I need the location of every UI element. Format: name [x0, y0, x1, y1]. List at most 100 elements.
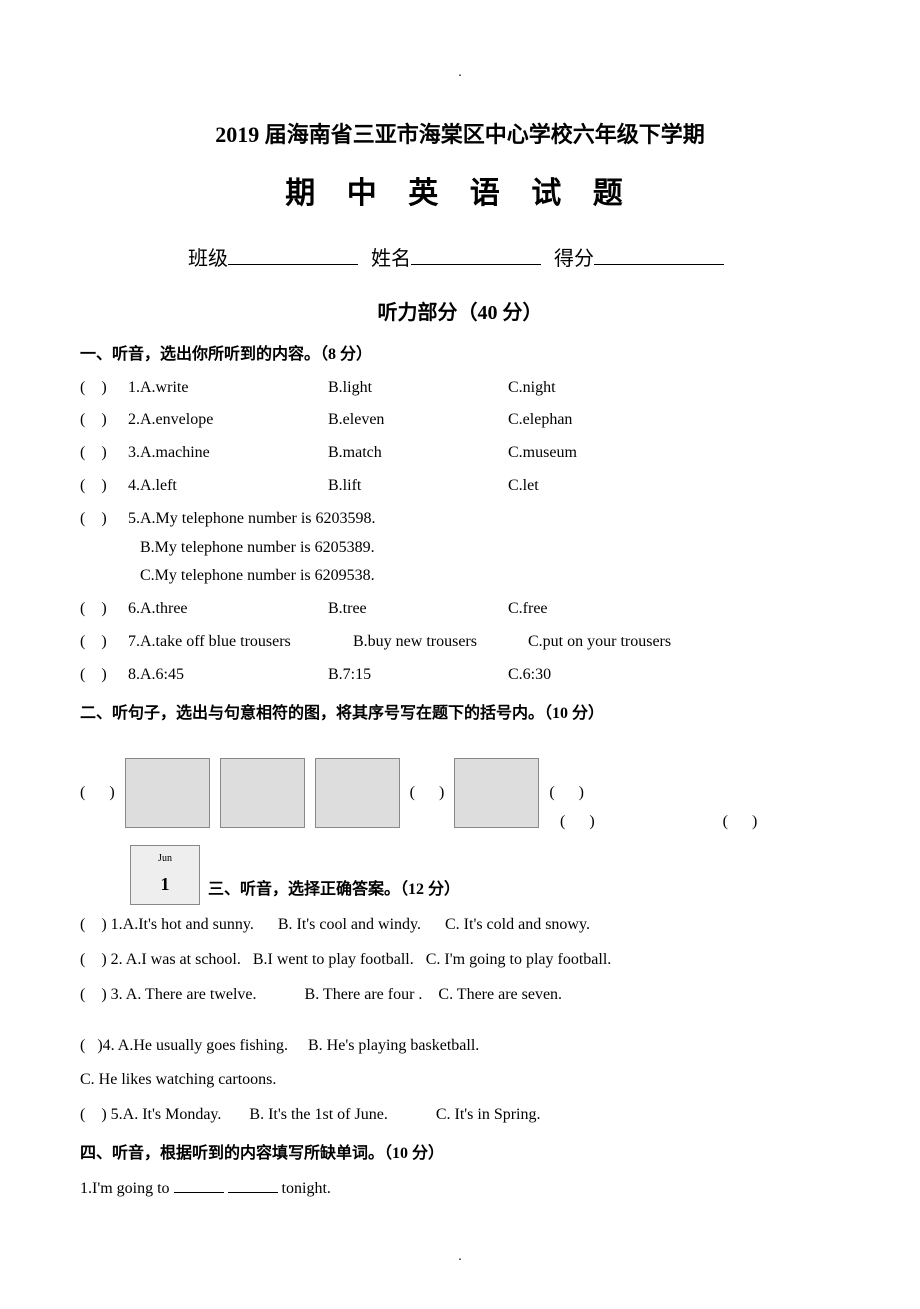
q-num: 7. [128, 633, 140, 650]
opt-c: C.night [508, 374, 556, 403]
s3-q5-num: 5. [111, 1106, 123, 1123]
student-info-line: 班级 姓名 得分 [80, 241, 840, 277]
calendar-icon: Jun 1 [130, 845, 200, 905]
opt-b: B.eleven [328, 406, 508, 435]
answer-paren [80, 406, 128, 435]
s3-q1-c: C. It's cold and snowy. [445, 916, 590, 933]
opt-b: B.7:15 [328, 661, 508, 690]
s3-q1-num: 1. [111, 916, 123, 933]
s3-q3-num: 3. [111, 986, 123, 1003]
answer-paren [80, 439, 128, 468]
s3-q2-num: 2. [111, 951, 123, 968]
class-blank [228, 245, 358, 265]
q-num: 6. [128, 600, 140, 617]
img-paren-5: ( ) [723, 813, 758, 830]
score-blank [594, 245, 724, 265]
s3-q4: ( )4. A.He usually goes fishing. B. He's… [80, 1032, 840, 1061]
s4-q1: 1.I'm going to tonight. [80, 1175, 840, 1204]
q7: 7.A.take off blue trousers B.buy new tro… [80, 628, 840, 657]
img-paren-4: ( ) [560, 813, 595, 830]
opt-a: A.three [140, 600, 188, 617]
name-blank [411, 245, 541, 265]
answer-paren [80, 472, 128, 501]
calendar-day: 1 [161, 868, 170, 900]
answer-paren [80, 505, 128, 534]
section3-heading: 三、听音，选择正确答案。（12 分） [208, 876, 460, 905]
opt-a: A.left [140, 477, 177, 494]
opt-c: C.free [508, 595, 548, 624]
s3-q2-a: A.I was at school. [126, 951, 241, 968]
opt-c: C.elephan [508, 406, 572, 435]
header-dot-decoration: . [80, 60, 840, 85]
s3-q2: ( ) 2. A.I was at school. B.I went to pl… [80, 946, 840, 975]
q-num: 4. [128, 477, 140, 494]
img-paren-1: ( ) [80, 779, 115, 808]
q5-opt-c: C.My telephone number is 6209538. [140, 562, 840, 591]
opt-b: B.match [328, 439, 508, 468]
s3-q3-c: C. There are seven. [438, 986, 562, 1003]
opt-b: B.light [328, 374, 508, 403]
q-num: 8. [128, 666, 140, 683]
opt-a: A.6:45 [140, 666, 184, 683]
s3-q4-c: C. He likes watching cartoons. [80, 1066, 840, 1095]
img-paren-3: ( ) [549, 779, 584, 808]
calendar-month: Jun [158, 850, 172, 868]
opt-a: A.My telephone number is 6203598. [140, 510, 376, 527]
opt-c: C.put on your trousers [528, 628, 671, 657]
s3-q3-a: A. There are twelve. [126, 986, 257, 1003]
section4-heading: 四、听音，根据听到的内容填写所缺单词。（10 分） [80, 1140, 840, 1169]
opt-b: B.lift [328, 472, 508, 501]
q-num: 3. [128, 444, 140, 461]
s3-q3-b: B. There are four . [305, 986, 423, 1003]
s3-q4-b: B. He's playing basketball. [308, 1037, 479, 1054]
q2: 2.A.envelope B.eleven C.elephan [80, 406, 840, 435]
footer-dot-decoration: . [80, 1244, 840, 1269]
q1: 1.A.write B.light C.night [80, 374, 840, 403]
section1-heading: 一、听音，选出你所听到的内容。（8 分） [80, 341, 840, 370]
q8: 8.A.6:45 B.7:15 C.6:30 [80, 661, 840, 690]
fill-blank-1 [174, 1177, 224, 1193]
exam-title-line2: 期 中 英 语 试 题 [80, 167, 840, 221]
opt-c: C.6:30 [508, 661, 551, 690]
opt-c: C.let [508, 472, 539, 501]
q4: 4.A.left B.lift C.let [80, 472, 840, 501]
s3-q1: ( ) 1.A.It's hot and sunny. B. It's cool… [80, 911, 840, 940]
s3-q1-b: B. It's cool and windy. [278, 916, 421, 933]
image-row-parens-2: ( ) ( ) [560, 808, 840, 837]
answer-paren [80, 628, 128, 657]
s3-q1-a: A.It's hot and sunny. [123, 916, 254, 933]
opt-b: B.tree [328, 595, 508, 624]
opt-a: A.write [140, 379, 188, 396]
s3-q5-a: A. It's Monday. [123, 1106, 222, 1123]
s4-q1-suffix: tonight. [282, 1180, 331, 1197]
opt-a: A.envelope [140, 411, 213, 428]
class-label: 班级 [188, 248, 228, 270]
answer-paren [80, 374, 128, 403]
q5: 5.A.My telephone number is 6203598. [80, 505, 840, 534]
section2-heading: 二、听句子，选出与句意相符的图，将其序号写在题下的括号内。（10 分） [80, 700, 840, 729]
q-num: 1. [128, 379, 140, 396]
q6: 6.A.three B.tree C.free [80, 595, 840, 624]
s3-q5-b: B. It's the 1st of June. [249, 1106, 387, 1123]
s3-q5: ( ) 5.A. It's Monday. B. It's the 1st of… [80, 1101, 840, 1130]
img-paren-2: ( ) [410, 779, 445, 808]
s3-q2-c: C. I'm going to play football. [426, 951, 612, 968]
q-num: 2. [128, 411, 140, 428]
s4-q1-prefix: 1.I'm going to [80, 1180, 170, 1197]
picture-globe-icon [315, 758, 400, 828]
name-label: 姓名 [371, 248, 411, 270]
s3-q4-num: 4. [103, 1037, 115, 1054]
answer-paren [80, 661, 128, 690]
q3: 3.A.machine B.match C.museum [80, 439, 840, 468]
answer-paren [80, 595, 128, 624]
opt-b: B.buy new trousers [353, 628, 528, 657]
opt-a: A.machine [140, 444, 210, 461]
picture-people-icon [220, 758, 305, 828]
exam-title-line1: 2019 届海南省三亚市海棠区中心学校六年级下学期 [80, 115, 840, 155]
opt-a: A.take off blue trousers [140, 633, 291, 650]
s3-q2-b: B.I went to play football. [253, 951, 414, 968]
s3-q4-a: A.He usually goes fishing. [118, 1037, 288, 1054]
s3-q5-c: C. It's in Spring. [436, 1106, 541, 1123]
score-label: 得分 [554, 248, 594, 270]
opt-c: C.museum [508, 439, 577, 468]
